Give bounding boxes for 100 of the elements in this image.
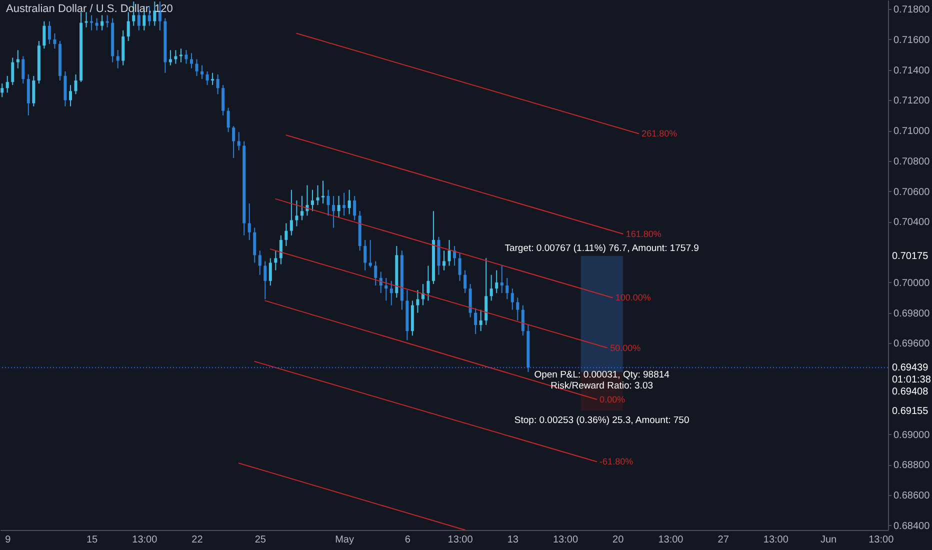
y-tick-label: 0.71000	[894, 126, 930, 138]
x-tick-label: May	[335, 534, 354, 546]
candlestick	[332, 195, 336, 228]
candlestick	[500, 265, 504, 294]
x-tick-label: 13:00	[552, 534, 578, 546]
ref-line-label: 0.69439	[892, 362, 929, 374]
candlestick	[464, 270, 467, 294]
candlestick	[516, 297, 520, 321]
x-tick-label: 13:00	[132, 534, 158, 546]
candlestick	[274, 250, 278, 271]
candlestick	[232, 126, 236, 158]
candlestick	[68, 84, 72, 107]
candlestick	[364, 239, 367, 271]
y-tick-label: 0.69600	[894, 338, 930, 350]
candlestick	[348, 189, 351, 215]
candlestick	[353, 195, 356, 221]
candlestick	[174, 50, 178, 64]
x-tick-label: 20	[612, 534, 624, 546]
series-label: 161.80%	[626, 228, 662, 239]
candlestick	[84, 12, 88, 28]
band-label: Target: 0.00767 (1.11%) 76.7, Amount: 1757.9	[504, 242, 699, 254]
candlestick	[211, 72, 214, 86]
candlestick	[116, 50, 120, 69]
text: 0.69155	[892, 406, 929, 417]
candlestick	[322, 180, 325, 204]
series-label: -61.80%	[600, 456, 634, 467]
x-tick-label: 15	[86, 534, 98, 546]
series-label: 100.00%	[615, 292, 651, 303]
candlestick	[42, 20, 46, 50]
candlestick	[190, 52, 193, 69]
candlestick	[264, 260, 267, 300]
candlestick	[206, 70, 209, 86]
x-tick-label: 9	[5, 534, 12, 546]
y-tick-label: 0.69800	[894, 308, 930, 320]
x-tick-label: Jun	[820, 534, 837, 546]
candlestick	[11, 57, 14, 86]
candlestick	[126, 12, 130, 42]
x-tick-label: 27	[718, 534, 730, 546]
candlestick	[416, 290, 420, 314]
candlestick	[316, 184, 320, 206]
candlestick	[6, 75, 9, 94]
y-tick-label: 0.71600	[894, 34, 930, 46]
candlestick	[342, 192, 346, 216]
candlestick	[100, 14, 104, 31]
candlestick	[390, 280, 393, 306]
x-tick-label: 13:00	[448, 534, 474, 546]
candlestick	[426, 265, 430, 302]
series-label: 261.80%	[642, 128, 678, 139]
candlestick	[226, 107, 230, 133]
candlestick	[168, 50, 172, 66]
candlestick	[495, 270, 498, 294]
candlestick	[216, 74, 220, 95]
y-tick-label: 0.71200	[894, 96, 930, 107]
y-tick-label: 0.70400	[894, 217, 930, 228]
y-tick-label: 0.71400	[894, 65, 930, 76]
x-tick-label: 13:00	[658, 534, 684, 546]
text: 01:01:38	[892, 374, 932, 386]
candlestick	[284, 222, 288, 247]
candlestick	[268, 258, 272, 286]
candlestick	[258, 250, 262, 276]
text: 0.70175	[892, 250, 929, 262]
candlestick	[16, 50, 20, 69]
x-tick-label: 25	[254, 534, 266, 546]
candlestick	[295, 200, 298, 227]
candlestick	[442, 250, 446, 271]
x-tick-label: 13:00	[868, 534, 894, 546]
candlestick	[237, 132, 240, 151]
series-label: 50.00%	[610, 342, 641, 353]
candlestick	[74, 74, 78, 95]
candlestick	[253, 227, 256, 264]
candlestick	[279, 234, 282, 265]
y-tick-label: 0.68400	[894, 520, 930, 532]
candlestick	[290, 189, 293, 236]
y-tick-label: 0.70000	[894, 278, 930, 289]
candlestick	[32, 75, 36, 107]
candlestick	[184, 50, 188, 64]
series-label: 0.00%	[600, 394, 626, 404]
y-tick-label: 0.68800	[894, 460, 930, 472]
y-tick-label: 0.70800	[894, 156, 930, 168]
candlestick	[448, 239, 451, 266]
candlestick	[195, 58, 198, 76]
candlestick	[248, 202, 251, 240]
candlestick	[474, 308, 478, 335]
candlestick	[384, 277, 388, 302]
candlestick	[337, 195, 340, 218]
candlestick	[368, 239, 372, 268]
band-label: Stop: 0.00253 (0.36%) 25.3, Amount: 750	[514, 414, 690, 426]
text: 0.69408	[892, 386, 929, 398]
x-tick-label: 6	[404, 534, 411, 546]
candlestick	[506, 277, 509, 300]
x-tick-label: 13:00	[763, 534, 789, 546]
candlestick	[200, 64, 204, 80]
candlestick	[106, 14, 109, 28]
candlestick	[310, 189, 314, 212]
candlestick	[90, 14, 94, 31]
candlestick	[458, 253, 462, 282]
candlestick	[179, 48, 182, 63]
y-tick-label: 0.69000	[894, 430, 930, 441]
candlestick	[300, 195, 304, 221]
candlestick	[374, 260, 378, 286]
